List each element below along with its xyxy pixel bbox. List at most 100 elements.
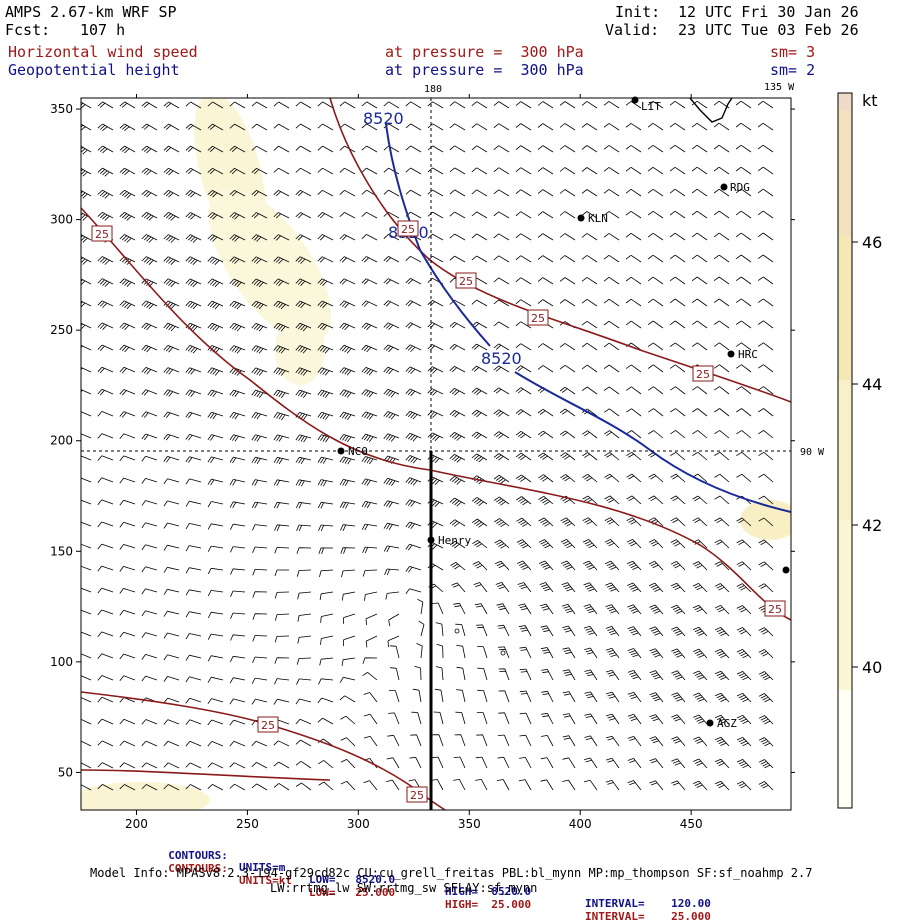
wind-barb xyxy=(605,779,620,791)
wind-barb xyxy=(537,277,554,285)
wind-barb xyxy=(605,582,620,593)
wind-barb xyxy=(229,523,246,530)
wind-barb xyxy=(97,521,114,528)
wind-barb xyxy=(449,432,466,441)
wind-barb xyxy=(648,495,664,505)
wind-barb xyxy=(273,234,290,241)
wind-barb xyxy=(317,101,334,109)
wind-barb xyxy=(411,711,422,725)
wind-barb xyxy=(343,635,356,647)
wind-barb xyxy=(229,677,246,684)
wind-barb xyxy=(185,234,202,243)
wind-barb xyxy=(251,234,268,242)
wind-barb xyxy=(229,212,246,220)
wind-barb xyxy=(363,780,378,791)
wind-barb xyxy=(758,627,774,637)
wind-barb xyxy=(669,320,686,329)
wind-barb xyxy=(714,451,730,461)
wind-barb xyxy=(317,278,334,286)
wind-barb xyxy=(516,539,532,549)
wind-barb xyxy=(119,366,136,374)
wind-barb xyxy=(97,740,114,747)
wind-barb xyxy=(648,517,664,527)
wind-barb xyxy=(449,145,466,153)
wind-barb xyxy=(647,364,664,373)
wind-barb xyxy=(455,623,466,637)
wind-barb xyxy=(427,145,444,153)
stations: RDG KLN HRC NCO Henry AGZ LIT xyxy=(337,96,790,730)
wind-barb xyxy=(736,605,752,615)
wind-barb xyxy=(405,477,422,486)
wind-barb xyxy=(584,647,598,659)
wind-barb xyxy=(559,233,576,241)
wind-barb xyxy=(251,256,268,264)
wind-barb xyxy=(736,759,752,769)
wind-barb xyxy=(317,300,334,309)
wind-barb xyxy=(273,456,290,465)
wind-barb xyxy=(361,322,378,331)
wind-barb xyxy=(81,565,92,571)
wind-barb xyxy=(273,740,290,747)
colorbar-segment xyxy=(838,235,852,380)
wind-barb xyxy=(456,645,466,659)
height-label: 8520 xyxy=(481,349,522,368)
valid-value: 23 UTC Tue 03 Feb 26 xyxy=(678,21,859,39)
wind-barb xyxy=(339,256,356,263)
wind-barb xyxy=(363,735,378,747)
station-rdg: RDG xyxy=(720,181,750,194)
wind-barb xyxy=(625,123,642,131)
wind-barb xyxy=(714,473,730,483)
wind-barb xyxy=(649,736,664,747)
wind-barb xyxy=(207,367,224,376)
wind-barb xyxy=(273,123,290,131)
wind-barb xyxy=(581,101,598,109)
wind-barb xyxy=(758,759,774,769)
wind-barb xyxy=(736,430,752,439)
wind-barb xyxy=(757,320,774,329)
speed-label-box: 25 xyxy=(527,309,549,326)
wind-barb xyxy=(410,734,422,747)
wind-barb xyxy=(757,298,774,307)
wind-barb xyxy=(273,434,290,442)
y-tick-label: 200 xyxy=(50,434,73,448)
wind-barb xyxy=(757,144,774,153)
wind-barb xyxy=(119,234,136,243)
speed-label-group: 25 25 25 25 25 25 25 25 xyxy=(91,220,786,803)
wind-barb xyxy=(559,343,576,351)
wind-barb xyxy=(81,190,92,199)
wind-barb xyxy=(207,567,224,575)
wind-barb xyxy=(605,735,620,747)
wind-barb xyxy=(207,590,224,597)
wind-barb xyxy=(81,344,92,351)
wind-barb xyxy=(229,367,246,376)
wind-barb xyxy=(649,758,664,769)
wind-barb xyxy=(274,613,290,621)
wind-barb xyxy=(273,501,290,509)
wind-barb xyxy=(252,656,268,663)
wind-barb xyxy=(383,322,400,330)
wind-barb xyxy=(81,740,92,747)
wind-barb xyxy=(207,611,224,619)
model-info-2: LW:rrtmg_lw SW:rrtmg_sw SFLAY:sf_mynn xyxy=(270,881,538,895)
wind-barb xyxy=(81,145,92,155)
wind-barb xyxy=(317,717,334,725)
model-info: Model Info: MPASv8.2.3-194-gf29cd82c CU:… xyxy=(90,866,813,880)
wind-barb xyxy=(343,613,356,624)
wind-barb xyxy=(497,734,510,747)
wind-barb xyxy=(273,167,290,175)
wind-barb xyxy=(603,408,620,417)
wind-barb xyxy=(625,166,642,175)
wind-barb xyxy=(295,412,312,421)
wind-barb xyxy=(427,123,444,131)
wind-barb xyxy=(581,320,598,329)
wind-barb xyxy=(207,190,224,198)
wind-barb xyxy=(318,547,334,555)
wind-barb xyxy=(207,123,224,131)
wind-barb xyxy=(81,123,92,131)
wind-barb xyxy=(185,762,202,769)
meridian-label-90w: 90 W xyxy=(800,447,825,458)
wind-barb xyxy=(185,478,202,485)
wind-barb xyxy=(185,434,202,441)
wind-barb xyxy=(471,431,488,440)
wind-barb xyxy=(670,408,686,417)
